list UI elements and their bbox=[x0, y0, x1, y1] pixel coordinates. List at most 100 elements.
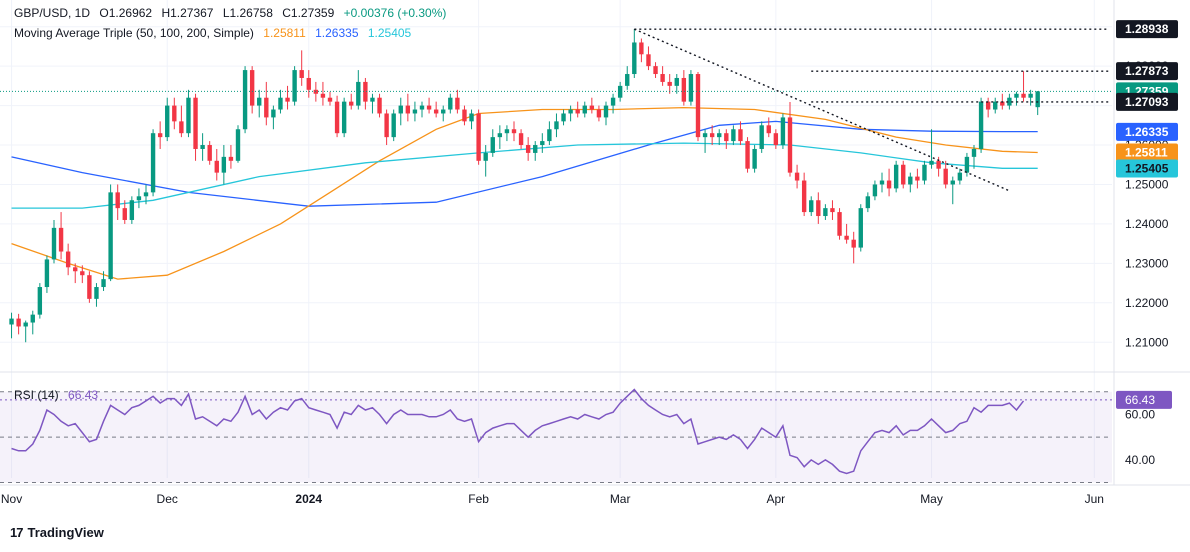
candle-body bbox=[610, 97, 616, 106]
candle bbox=[412, 101, 418, 122]
candle-body bbox=[16, 318, 21, 327]
change-value: +0.00376 (+0.30%) bbox=[343, 6, 447, 20]
candle bbox=[327, 91, 333, 106]
candle-body bbox=[625, 74, 630, 86]
candle-body bbox=[391, 113, 396, 138]
candle-body bbox=[568, 109, 573, 114]
candle-body bbox=[738, 129, 743, 142]
candle-body bbox=[419, 105, 425, 110]
candle-body bbox=[766, 125, 771, 134]
candle-body bbox=[901, 164, 906, 185]
candle bbox=[752, 145, 757, 173]
price-tick-label: 1.25000 bbox=[1125, 177, 1169, 191]
candle bbox=[391, 109, 396, 142]
candle bbox=[370, 93, 375, 114]
candle bbox=[575, 101, 580, 118]
candle bbox=[497, 125, 503, 149]
candle bbox=[985, 97, 991, 118]
candle bbox=[101, 271, 106, 291]
price-label-text: 1.26335 bbox=[1125, 125, 1169, 139]
candle bbox=[533, 141, 538, 161]
candle bbox=[441, 105, 446, 122]
price-axis: 1.290001.280001.270001.260001.250001.240… bbox=[1116, 20, 1178, 467]
candle bbox=[816, 192, 821, 224]
candle-body bbox=[731, 129, 736, 142]
candle-body bbox=[37, 287, 43, 315]
candle bbox=[731, 125, 736, 146]
candle-body bbox=[978, 101, 984, 149]
time-tick-label: May bbox=[920, 492, 943, 506]
candle bbox=[554, 113, 559, 138]
candle bbox=[957, 168, 963, 185]
candle-body bbox=[157, 133, 163, 138]
candle bbox=[632, 29, 637, 78]
candle-body bbox=[426, 105, 432, 110]
candle bbox=[143, 184, 149, 205]
candle-body bbox=[1014, 93, 1019, 98]
candle bbox=[87, 271, 92, 303]
candle bbox=[688, 70, 694, 106]
candle bbox=[766, 117, 771, 138]
candle bbox=[349, 93, 354, 110]
candle-body bbox=[893, 164, 899, 189]
candle-body bbox=[639, 42, 644, 55]
candle-body bbox=[136, 196, 142, 201]
ma100-line bbox=[11, 142, 1038, 209]
candle-body bbox=[823, 208, 828, 217]
candle-body bbox=[94, 287, 99, 299]
candle bbox=[596, 105, 602, 122]
candle bbox=[16, 313, 21, 335]
candle bbox=[455, 89, 460, 114]
candle bbox=[617, 81, 623, 102]
candle-body bbox=[1028, 93, 1033, 98]
candle bbox=[908, 172, 913, 193]
candle-body bbox=[101, 279, 106, 288]
candle-body bbox=[200, 145, 205, 149]
candle-body bbox=[271, 109, 276, 118]
candle bbox=[37, 283, 43, 319]
candle-body bbox=[143, 192, 149, 197]
candle-body bbox=[667, 81, 672, 86]
candle-body bbox=[264, 97, 269, 118]
candle-body bbox=[908, 176, 913, 185]
low-value: L1.26758 bbox=[222, 6, 273, 20]
candle bbox=[1021, 71, 1026, 102]
candle bbox=[341, 97, 347, 138]
candle-body bbox=[122, 208, 127, 220]
candle bbox=[511, 121, 517, 142]
candle-body bbox=[787, 117, 793, 173]
candle-body bbox=[985, 101, 991, 110]
tradingview-footer[interactable]: 17 TradingView bbox=[10, 525, 104, 540]
candle-body bbox=[554, 121, 559, 130]
candle bbox=[674, 74, 679, 94]
candle-body bbox=[193, 97, 198, 149]
time-tick-label: 2024 bbox=[295, 492, 322, 506]
price-label-text: 1.27873 bbox=[1125, 64, 1169, 78]
candle bbox=[872, 180, 878, 201]
candle-body bbox=[660, 74, 665, 82]
candle-body bbox=[249, 70, 255, 106]
tradingview-logo-icon: 17 bbox=[10, 525, 24, 540]
candle-body bbox=[915, 176, 920, 181]
price-label-tag bbox=[1116, 20, 1178, 39]
candle-body bbox=[384, 113, 389, 138]
candle-body bbox=[80, 271, 85, 276]
candle bbox=[724, 129, 729, 149]
candle-body bbox=[356, 81, 361, 106]
candle-body bbox=[448, 97, 453, 110]
candle-body bbox=[957, 172, 963, 181]
candle bbox=[993, 97, 998, 114]
candle-body bbox=[398, 105, 403, 114]
candle-body bbox=[603, 105, 609, 118]
candle bbox=[759, 121, 764, 153]
ma-legend: Moving Average Triple (50, 100, 200, Sim… bbox=[14, 26, 417, 40]
ma50-value: 1.25811 bbox=[263, 26, 306, 40]
candle-body bbox=[724, 133, 729, 142]
candle-body bbox=[405, 105, 411, 114]
candle-body bbox=[327, 97, 333, 102]
candle bbox=[667, 74, 672, 94]
candle bbox=[179, 105, 184, 138]
rsi-label: RSI (14) bbox=[14, 388, 59, 402]
candle-body bbox=[257, 97, 262, 106]
